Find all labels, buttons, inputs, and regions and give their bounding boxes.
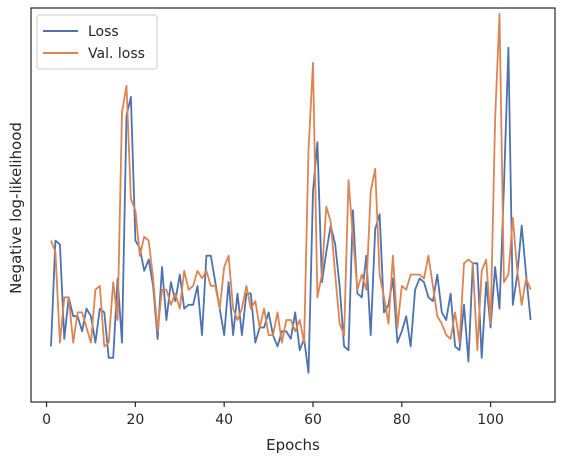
x-tick-label: 60 — [304, 412, 322, 428]
x-tick-label: 100 — [477, 412, 504, 428]
x-tick-label: 80 — [393, 412, 411, 428]
x-tick-label: 20 — [126, 412, 144, 428]
x-axis: 0 20 40 60 80 100 — [42, 402, 504, 428]
legend-label-loss: Loss — [88, 24, 119, 40]
plot-area-frame — [30, 7, 556, 403]
series-line-val-loss — [50, 12, 532, 352]
x-axis-label: Epochs — [266, 436, 320, 454]
x-tick-label: 0 — [42, 412, 51, 428]
series-lines — [50, 12, 532, 374]
series-line-loss — [50, 46, 532, 374]
legend-label-val-loss: Val. loss — [88, 46, 145, 62]
legend: Loss Val. loss — [36, 14, 158, 70]
x-tick-label: 40 — [215, 412, 233, 428]
y-axis-label: Negative log-likelihood — [7, 122, 25, 294]
legend-box — [36, 14, 158, 70]
